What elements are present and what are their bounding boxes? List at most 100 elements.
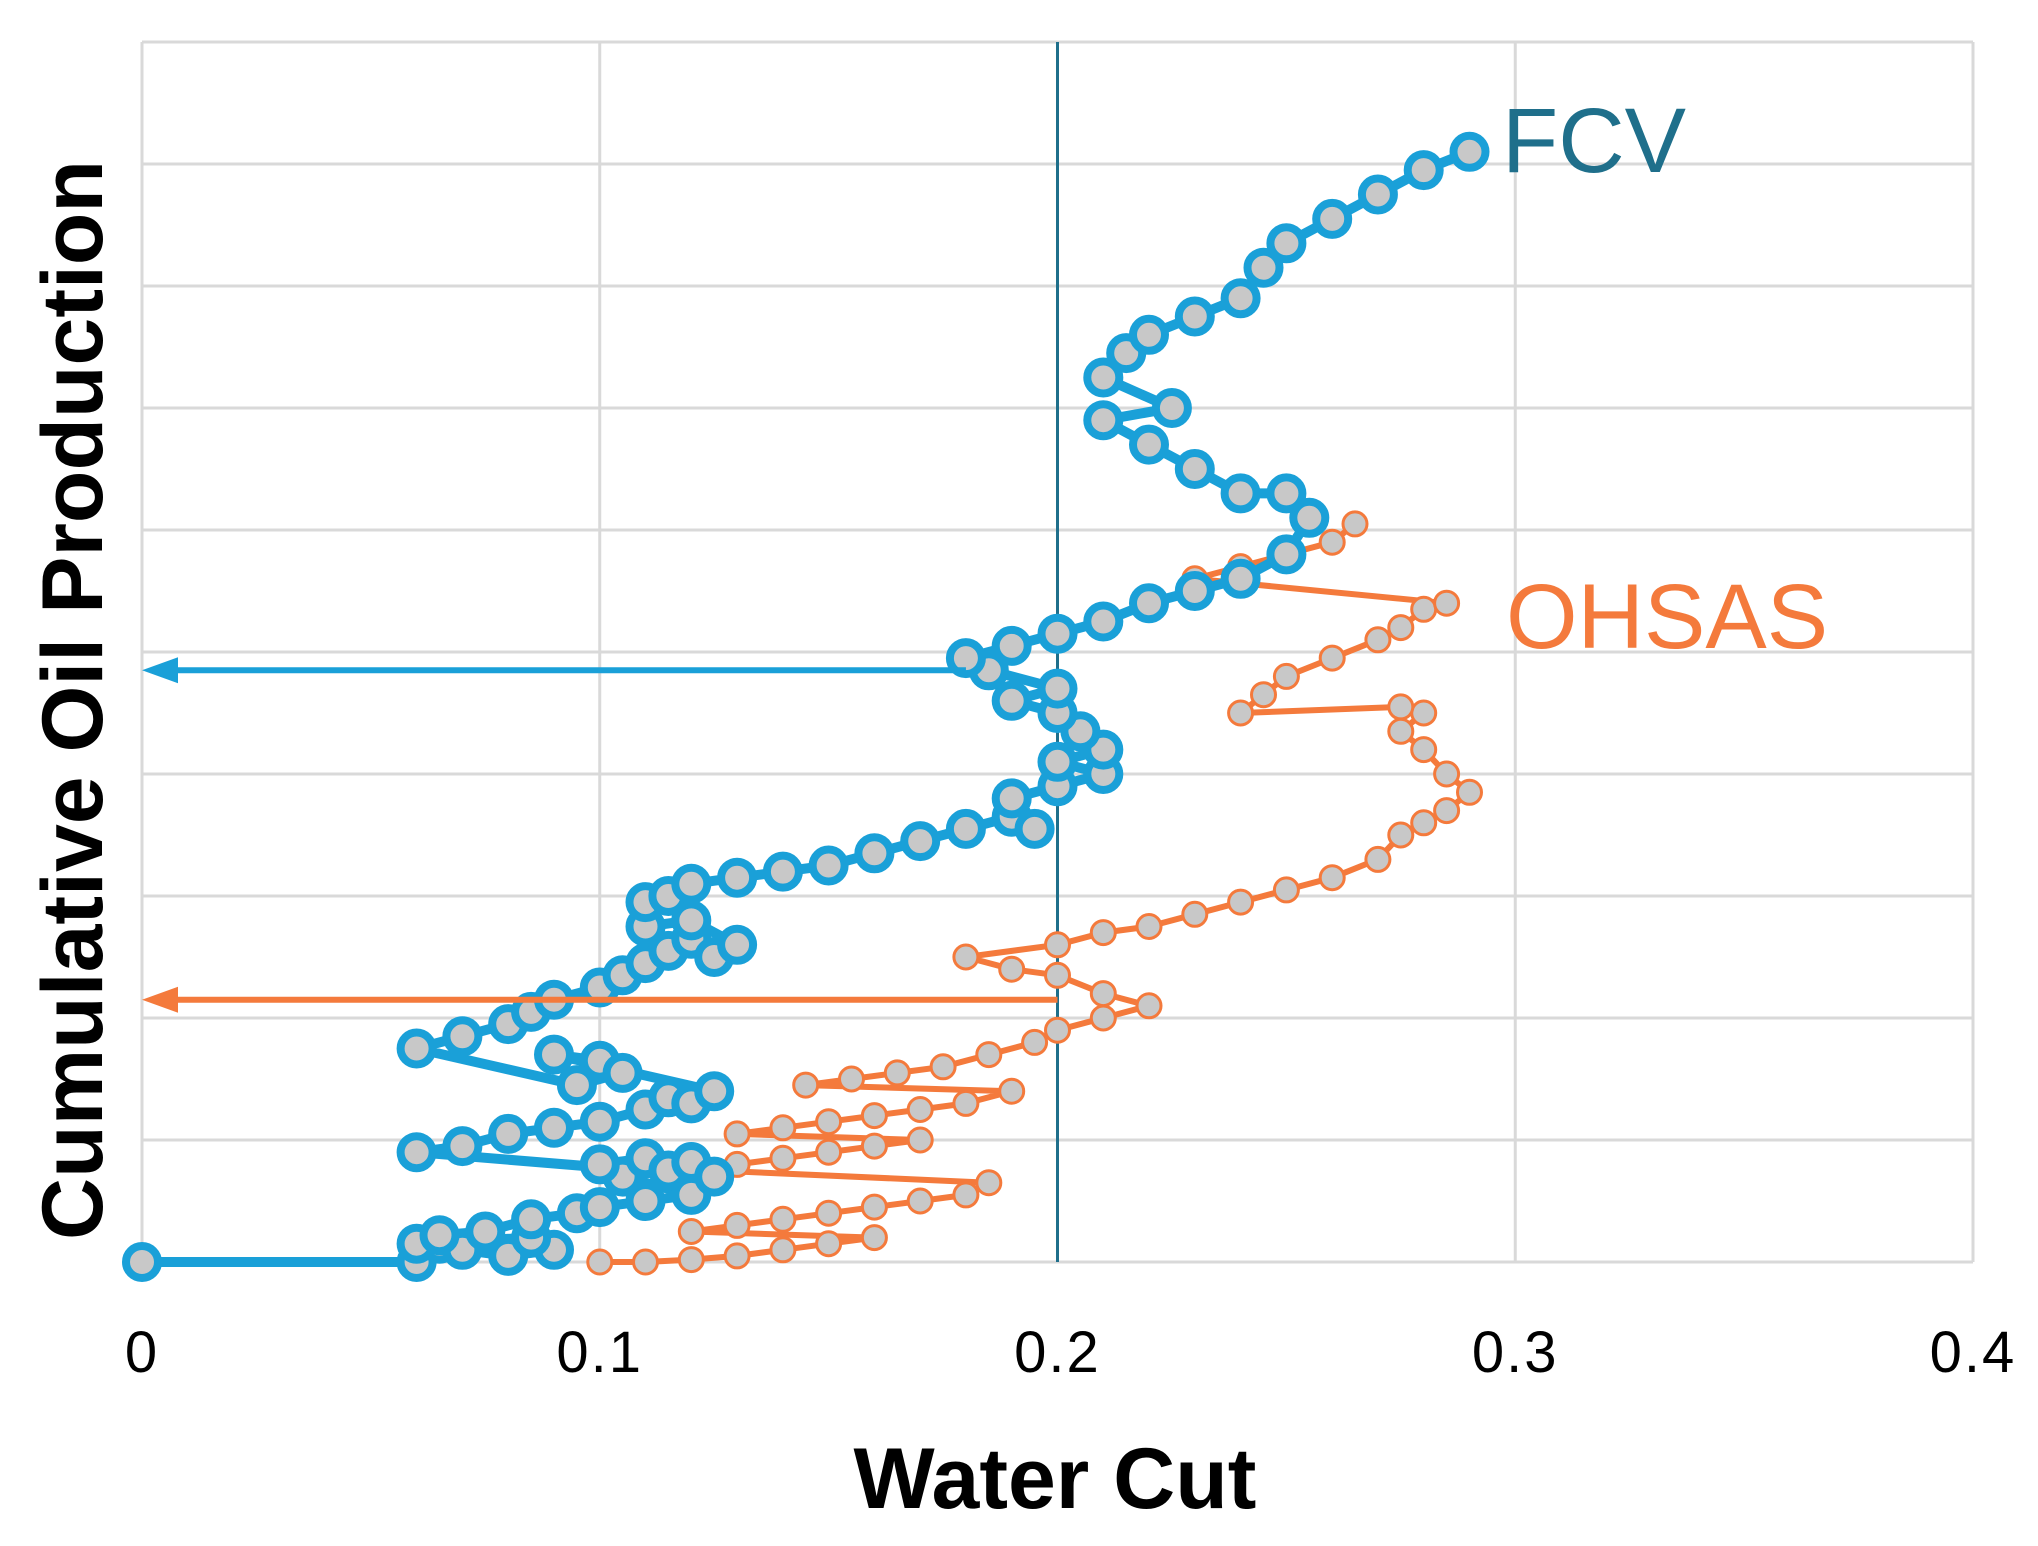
fcv-point — [419, 1215, 460, 1256]
ohsas-point — [860, 1132, 888, 1160]
ohsas-point — [1433, 760, 1461, 788]
ohsas-point — [1410, 699, 1438, 727]
fcv-point — [1151, 388, 1192, 428]
fcv-point — [396, 1132, 437, 1173]
ohsas-point — [723, 1120, 751, 1148]
ohsas-point — [677, 1218, 705, 1245]
ohsas-point — [1089, 1004, 1117, 1032]
legend-fcv-label: FCV — [1502, 90, 1686, 192]
ohsas-point — [769, 1144, 797, 1172]
fcv-point — [556, 1065, 597, 1106]
ohsas-point — [952, 1089, 980, 1117]
fcv-point — [534, 1107, 574, 1148]
fcv-point — [1083, 357, 1124, 398]
ohsas-point — [1021, 1028, 1049, 1056]
fcv-point — [442, 1126, 483, 1167]
fcv-point — [1220, 558, 1261, 599]
ohsas-point — [860, 1224, 888, 1252]
ohsas-point — [1410, 809, 1438, 837]
ohsas-point — [632, 1248, 659, 1276]
fcv-point — [579, 1144, 620, 1185]
ohsas-point — [952, 943, 980, 971]
y-axis-title: Cumulative Oil Production — [25, 160, 121, 1240]
ohsas-point — [952, 1181, 980, 1209]
ohsas-point — [1272, 662, 1300, 690]
ohsas-point — [860, 1102, 888, 1130]
ohsas-point — [1387, 693, 1415, 721]
fcv-point — [465, 1211, 506, 1252]
ohsas-point — [1089, 980, 1117, 1008]
fcv-point — [1312, 198, 1353, 239]
fcv-point — [122, 1242, 162, 1282]
ohsas-point — [1227, 888, 1255, 916]
fcv-point — [1357, 174, 1398, 215]
ohsas-point — [906, 1126, 934, 1154]
fcv-point — [854, 833, 895, 874]
fcv-point — [534, 1034, 574, 1075]
fcv-arrowhead — [142, 657, 178, 684]
ohsas-point — [769, 1205, 797, 1233]
ohsas-point — [975, 1041, 1003, 1069]
ohsas-point — [1227, 699, 1255, 727]
ohsas-point — [723, 1242, 751, 1270]
x-tick-label: 0.3 — [1472, 1320, 1559, 1385]
fcv-point — [1220, 473, 1261, 514]
fcv-point — [1289, 497, 1330, 538]
ohsas-point — [1044, 1016, 1071, 1044]
fcv-point — [442, 1016, 483, 1057]
x-tick-label: 0.4 — [1930, 1320, 2017, 1385]
x-tick-label: 0 — [125, 1320, 159, 1385]
fcv-point — [694, 1071, 735, 1112]
ohsas-point — [815, 1199, 843, 1227]
x-axis-title: Water Cut — [854, 1431, 1257, 1527]
ohsas-point — [1135, 913, 1163, 940]
fcv-point — [762, 851, 803, 892]
ohsas-point — [1456, 778, 1483, 806]
ohsas-point — [1044, 931, 1071, 959]
ohsas-point — [815, 1108, 843, 1136]
ohsas-point — [1387, 717, 1415, 745]
fcv-point — [1174, 296, 1215, 337]
fcv-point — [1129, 424, 1169, 465]
ohsas-point — [1410, 595, 1438, 623]
fcv-point — [1014, 808, 1055, 849]
ohsas-point — [723, 1211, 751, 1239]
fcv-point — [671, 863, 712, 904]
ohsas-point — [1250, 681, 1277, 709]
ohsas-point — [1318, 528, 1346, 556]
fcv-point — [945, 638, 986, 679]
fcv-point — [1266, 534, 1307, 575]
ohsas-point — [1410, 736, 1438, 764]
ohsas-point — [1387, 614, 1415, 642]
fcv-point — [579, 1187, 620, 1228]
ohsas-point — [1433, 589, 1461, 617]
ohsas-point — [1433, 797, 1461, 825]
ohsas-point — [769, 1114, 797, 1142]
fcv-point — [1449, 131, 1490, 172]
ohsas-point — [1364, 626, 1392, 654]
ohsas-point — [1387, 821, 1415, 849]
fcv-point — [717, 857, 758, 898]
ohsas-point — [860, 1193, 888, 1221]
ohsas-point — [769, 1236, 797, 1264]
fcv-point — [1083, 400, 1124, 441]
fcv-point — [1129, 583, 1169, 624]
ohsas-point — [883, 1059, 911, 1087]
fcv-point — [602, 1052, 643, 1093]
x-tick-label: 0.1 — [556, 1320, 643, 1385]
legend-ohsas-label: OHSAS — [1506, 566, 1828, 668]
fcv-point — [1037, 668, 1078, 709]
ohsas-point — [677, 1246, 705, 1274]
fcv-point — [1403, 150, 1444, 191]
ohsas-point — [815, 1230, 843, 1258]
ohsas-point — [906, 1096, 934, 1123]
fcv-point — [1174, 571, 1215, 611]
fcv-point — [579, 1101, 620, 1142]
fcv-point — [511, 1199, 552, 1240]
ohsas-point — [998, 955, 1026, 983]
series-fcv — [122, 131, 1490, 1282]
ohsas-point — [815, 1138, 843, 1166]
fcv-point — [1129, 314, 1169, 355]
ohsas-point — [1272, 876, 1300, 904]
